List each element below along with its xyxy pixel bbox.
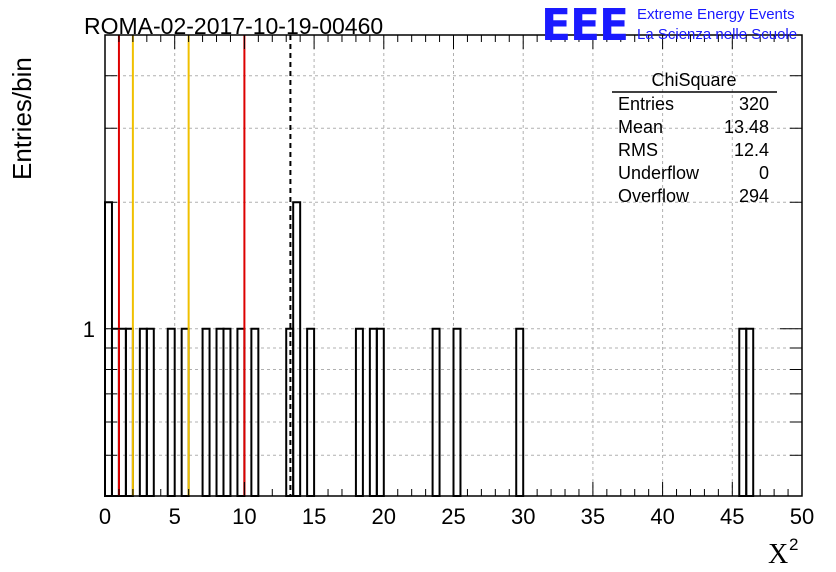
histogram-bar <box>433 329 440 496</box>
x-tick-label: 40 <box>650 504 674 529</box>
histogram-bar <box>307 329 314 496</box>
x-tick-label: 0 <box>99 504 111 529</box>
x-tick-label: 20 <box>372 504 396 529</box>
stats-box: ChiSquare Entries 320 Mean 13.48 RMS 12.… <box>612 70 777 206</box>
eee-logo: EEE Extreme Energy Events La Scienza nel… <box>541 0 797 51</box>
x-axis-label-superscript: 2 <box>789 535 798 554</box>
histogram-bar <box>516 329 523 496</box>
y-axis-label: Entries/bin <box>7 57 37 180</box>
stats-label-overflow: Overflow <box>618 186 690 206</box>
histogram-bar <box>140 329 147 496</box>
stats-label-entries: Entries <box>618 94 674 114</box>
x-tick-label: 45 <box>720 504 744 529</box>
histogram-bar <box>370 329 377 496</box>
stats-title: ChiSquare <box>651 70 736 90</box>
chart-title: ROMA-02-2017-10-19-00460 <box>84 13 383 39</box>
histogram-bar <box>251 329 258 496</box>
marker-lines <box>119 35 290 496</box>
histogram-bar <box>293 202 300 496</box>
stats-value-entries: 320 <box>739 94 769 114</box>
x-tick-label: 35 <box>581 504 605 529</box>
x-tick-label: 30 <box>511 504 535 529</box>
histogram-bar <box>746 329 753 496</box>
histogram-bar <box>168 329 175 496</box>
x-tick-label: 10 <box>232 504 256 529</box>
histogram-bar <box>237 329 244 496</box>
histogram-bar <box>223 329 230 496</box>
histogram-bar <box>119 329 126 496</box>
eee-logo-mark: EEE <box>541 0 629 51</box>
x-tick-label: 5 <box>169 504 181 529</box>
stats-label-mean: Mean <box>618 117 663 137</box>
histogram-bar <box>454 329 461 496</box>
y-tick-label: 1 <box>83 317 95 342</box>
histogram-bar <box>182 329 189 496</box>
x-tick-label: 25 <box>441 504 465 529</box>
logo-line-2: La Scienza nelle Scuole <box>637 26 797 43</box>
histogram-bar <box>105 202 112 496</box>
stats-label-rms: RMS <box>618 140 658 160</box>
histogram-bar <box>126 329 133 496</box>
histogram-bar <box>739 329 746 496</box>
histogram-bars <box>105 202 753 496</box>
stats-value-underflow: 0 <box>759 163 769 183</box>
stats-value-overflow: 294 <box>739 186 769 206</box>
histogram-bar <box>112 329 119 496</box>
logo-line-1: Extreme Energy Events <box>637 6 795 23</box>
x-tick-label: 15 <box>302 504 326 529</box>
x-axis-label: X <box>768 539 788 570</box>
histogram-bar <box>377 329 384 496</box>
histogram-bar <box>203 329 210 496</box>
x-tick-label: 50 <box>790 504 814 529</box>
histogram-bar <box>356 329 363 496</box>
stats-value-rms: 12.4 <box>734 140 769 160</box>
stats-value-mean: 13.48 <box>724 117 769 137</box>
stats-label-underflow: Underflow <box>618 163 700 183</box>
histogram-bar <box>147 329 154 496</box>
histogram-bar <box>217 329 224 496</box>
